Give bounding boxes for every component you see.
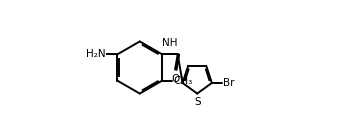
Text: NH: NH <box>162 38 178 48</box>
Text: O: O <box>171 74 179 84</box>
Text: CH₃: CH₃ <box>173 75 192 86</box>
Text: H₂N: H₂N <box>86 49 105 60</box>
Text: Br: Br <box>223 78 234 88</box>
Text: S: S <box>194 97 200 107</box>
